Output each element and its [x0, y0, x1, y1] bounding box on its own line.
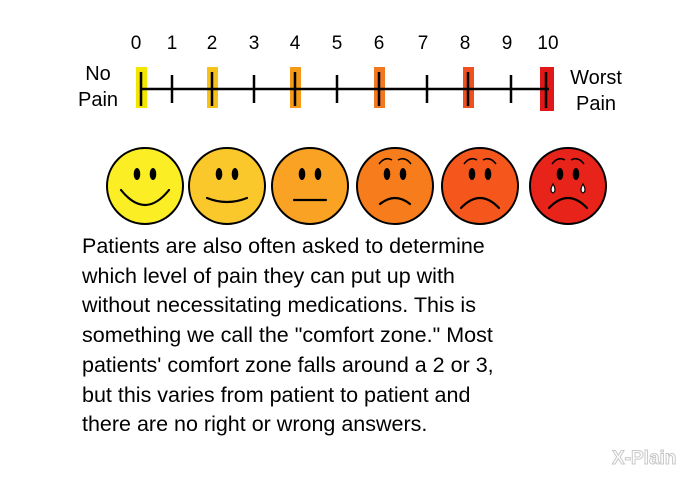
face-circle — [529, 147, 607, 225]
face-eye — [383, 168, 391, 180]
face-eye — [468, 168, 476, 180]
scale-number: 4 — [290, 33, 301, 54]
face-eye — [133, 168, 141, 180]
worst-pain-label-line1: Worst — [570, 67, 622, 89]
face-tear — [550, 182, 556, 194]
face-tear — [580, 182, 586, 194]
face-mouth — [119, 188, 171, 206]
scale-number: 9 — [502, 33, 513, 54]
face-slightly-happy — [188, 147, 266, 225]
face-sad — [356, 147, 434, 225]
face-circle — [188, 147, 266, 225]
pain-scale-diagram: 0 1 2 3 4 5 6 7 8 9 10 No Pain Worst Pai… — [78, 33, 622, 225]
face-circle — [441, 147, 519, 225]
face-circle — [356, 147, 434, 225]
scale-number: 2 — [207, 33, 218, 54]
face-eye — [298, 168, 306, 180]
paragraph-line: but this varies from patient to patient … — [82, 382, 471, 407]
faces-row — [106, 147, 607, 225]
face-eye — [556, 168, 564, 180]
face-eye — [484, 168, 492, 180]
face-eye — [215, 168, 223, 180]
logo-text: X-Plain — [612, 448, 676, 469]
paragraph-line: patients' comfort zone falls around a 2 … — [82, 352, 494, 377]
face-eyebrow — [397, 157, 412, 165]
face-eye — [399, 168, 407, 180]
face-eyebrow — [482, 157, 497, 165]
face-eyebrow — [463, 157, 478, 165]
scale-number: 1 — [167, 33, 178, 54]
paragraph-line: Patients are also often asked to determi… — [82, 234, 485, 258]
paragraph-line: something we call the "comfort zone." Mo… — [82, 323, 493, 348]
face-eyebrow — [570, 157, 585, 165]
scale-number: 3 — [249, 33, 260, 54]
scale-number: 5 — [332, 33, 343, 54]
face-eyebrow — [378, 157, 393, 165]
face-circle — [106, 147, 184, 225]
face-eye — [149, 168, 157, 180]
no-pain-label-line2: Pain — [78, 89, 118, 111]
face-very-sad — [441, 147, 519, 225]
face-eyebrow — [551, 157, 566, 165]
face-mouth — [459, 196, 501, 210]
x-plain-logo: X-Plain — [612, 448, 677, 470]
face-mouth — [547, 196, 589, 210]
comfort-zone-paragraph: Patients are also often asked to determi… — [82, 232, 642, 440]
scale-numbers: 0 1 2 3 4 5 6 7 8 9 10 — [131, 33, 559, 54]
face-very-happy — [106, 147, 184, 225]
scale-number: 8 — [460, 33, 471, 54]
face-circle — [271, 147, 349, 225]
face-eye — [572, 168, 580, 180]
face-mouth — [378, 196, 412, 206]
paragraph-line: without necessitating medications. This … — [82, 293, 476, 318]
scale-number: 0 — [131, 33, 142, 54]
face-neutral — [271, 147, 349, 225]
scale-number: 10 — [537, 33, 558, 54]
scale-number: 6 — [374, 33, 385, 54]
face-eye — [231, 168, 239, 180]
scale-ticks — [139, 72, 548, 108]
face-eye — [314, 168, 322, 180]
face-crying — [529, 147, 607, 225]
scale-number: 7 — [418, 33, 429, 54]
face-mouth — [205, 196, 249, 204]
no-pain-label-line1: No — [85, 63, 111, 85]
paragraph-line: there are no right or wrong answers. — [82, 412, 428, 437]
paragraph-line: which level of pain they can put up with — [82, 263, 455, 288]
worst-pain-label-line2: Pain — [576, 93, 616, 115]
